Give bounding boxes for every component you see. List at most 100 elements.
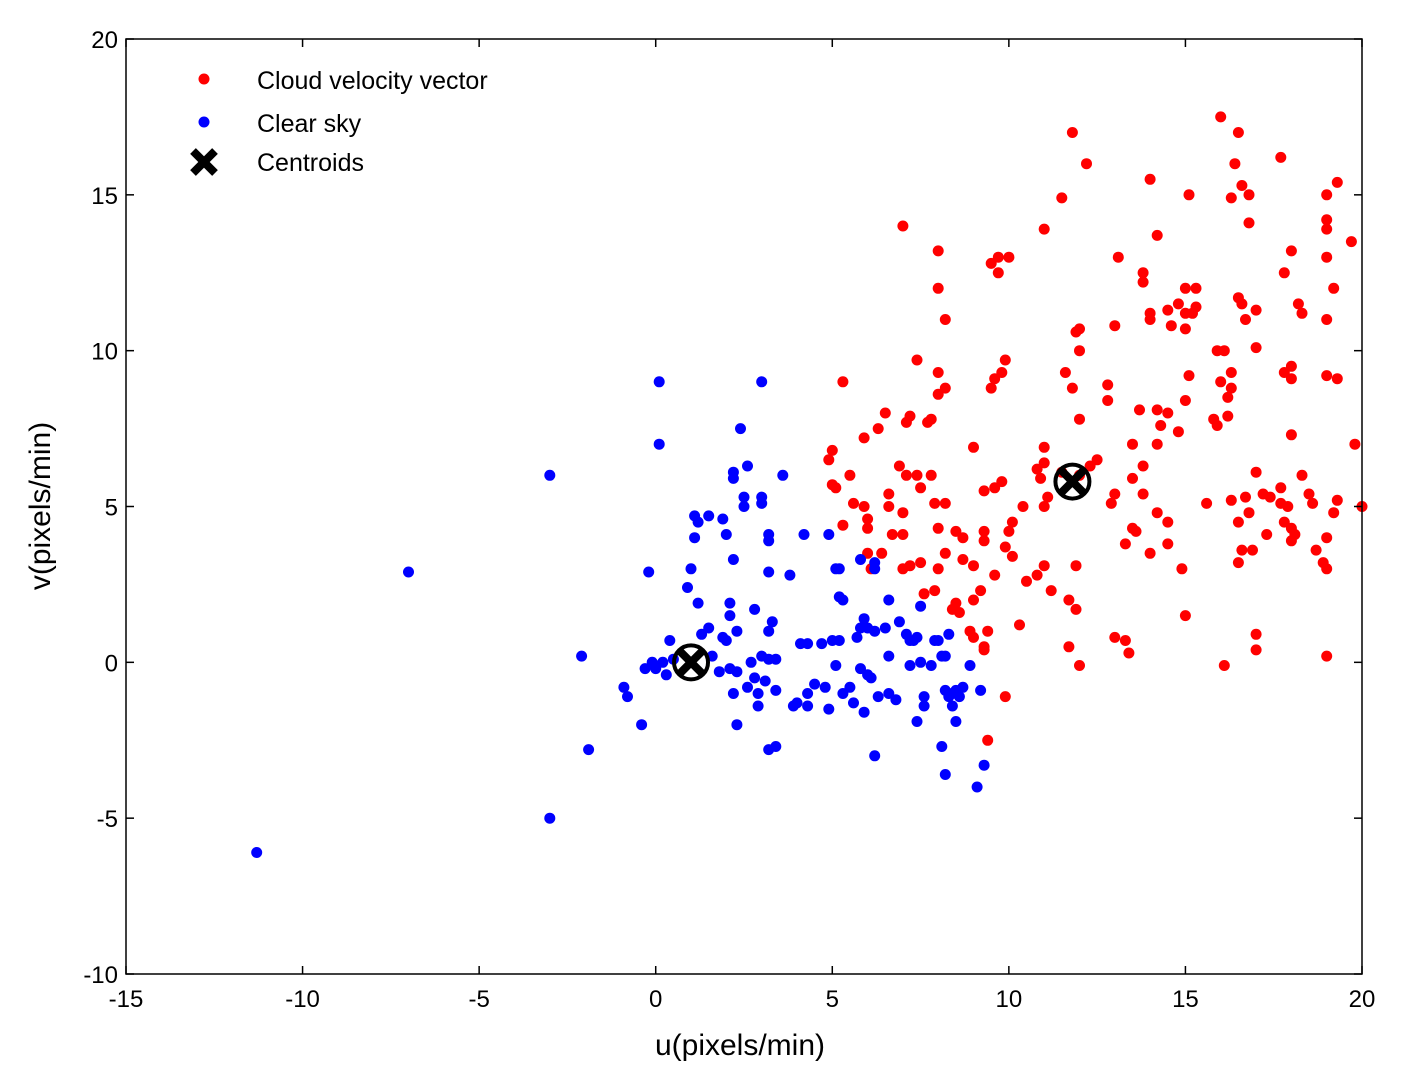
y-tick-label: 10: [91, 339, 118, 366]
cloud-velocity-point: [939, 547, 951, 559]
cloud-velocity-point: [1310, 544, 1322, 556]
cloud-velocity-point: [1006, 550, 1018, 562]
cloud-velocity-point: [929, 585, 941, 597]
cloud-velocity-point: [932, 245, 944, 257]
cloud-velocity-point: [1176, 563, 1188, 575]
cloud-velocity-point: [1105, 497, 1117, 509]
clear-sky-point: [957, 681, 969, 693]
cloud-velocity-point: [1250, 628, 1262, 640]
cloud-velocity-point: [968, 441, 979, 453]
cloud-velocity-point: [1155, 420, 1167, 431]
clear-sky-point: [720, 529, 732, 540]
legend-label-centroids: Centroids: [257, 149, 364, 177]
cloud-velocity-point: [1003, 251, 1015, 263]
cloud-velocity-point: [897, 507, 909, 519]
cloud-velocity-point: [1247, 544, 1258, 556]
cloud-velocity-point: [1321, 532, 1333, 544]
clear-sky-point: [833, 635, 845, 646]
cloud-velocity-point: [1331, 494, 1343, 506]
cloud-velocity-point: [1303, 488, 1315, 500]
cloud-velocity-point: [996, 367, 1008, 378]
cloud-velocity-point: [1123, 647, 1135, 659]
cloud-velocity-point: [1289, 529, 1301, 540]
cloud-velocity-point: [939, 497, 951, 509]
x-tick-label: 15: [1172, 986, 1199, 1013]
cloud-velocity-point: [1225, 192, 1237, 204]
cloud-velocity-point: [1261, 529, 1273, 540]
clear-sky-point: [738, 491, 750, 503]
cloud-velocity-point: [1243, 189, 1255, 201]
clear-sky-point: [819, 681, 831, 693]
clear-sky-point: [855, 663, 866, 675]
clear-sky-point: [784, 569, 796, 581]
clear-sky-point: [639, 663, 651, 675]
cloud-velocity-point: [1321, 370, 1333, 382]
clear-sky-point: [682, 582, 693, 593]
clear-sky-point: [731, 666, 743, 678]
cloud-velocity-point: [1127, 472, 1138, 484]
legend-label-clear-sky: Clear sky: [257, 110, 362, 138]
cloud-velocity-point: [1070, 326, 1082, 338]
cloud-velocity-point: [1232, 557, 1244, 569]
cloud-velocity-point: [932, 388, 944, 400]
clear-sky-point: [756, 376, 768, 388]
cloud-velocity-point: [925, 469, 937, 481]
cloud-velocity-point: [911, 354, 923, 366]
cloud-velocity-point: [862, 513, 874, 525]
x-tick-label: -5: [468, 986, 489, 1013]
clear-sky-point: [883, 594, 895, 606]
cloud-velocity-point: [1017, 501, 1029, 512]
cloud-velocity-point: [932, 282, 944, 294]
cloud-velocity-point: [1321, 314, 1333, 325]
clear-sky-point: [855, 554, 866, 565]
clear-sky-point: [727, 472, 739, 484]
cloud-velocity-point: [1215, 376, 1227, 388]
cloud-velocity-point: [932, 563, 944, 575]
clear-sky-point: [251, 847, 263, 858]
cloud-velocity-point: [1275, 482, 1287, 494]
x-tick-label: 5: [826, 986, 839, 1013]
cloud-velocity-point: [879, 407, 891, 419]
clear-sky-point: [735, 423, 746, 435]
cloud-velocity-point: [1211, 420, 1223, 431]
clear-sky-point: [869, 750, 881, 762]
cloud-velocity-point: [1218, 345, 1230, 357]
clear-sky-point: [837, 594, 849, 606]
cloud-velocity-point: [932, 522, 944, 534]
clear-sky-point: [653, 438, 665, 450]
cloud-velocity-point: [862, 547, 874, 559]
clear-sky-point: [915, 656, 927, 668]
clear-sky-point: [918, 691, 930, 703]
cloud-velocity-point: [837, 376, 849, 388]
clear-sky-point: [403, 566, 414, 578]
cloud-velocity-point: [1162, 538, 1174, 550]
cloud-velocity-point: [1321, 189, 1333, 201]
cloud-velocity-point: [1307, 497, 1319, 509]
cloud-velocity-point: [1236, 180, 1248, 191]
cloud-velocity-point: [1074, 413, 1085, 425]
cloud-velocity-point: [837, 519, 849, 531]
clear-sky-point: [703, 622, 715, 634]
clear-sky-point: [749, 603, 761, 615]
cloud-velocity-point: [992, 267, 1004, 279]
cloud-velocity-point: [858, 501, 870, 512]
cloud-velocity-point: [1232, 127, 1244, 138]
cloud-velocity-point: [1296, 307, 1308, 319]
cloud-velocity-point: [1137, 276, 1149, 288]
cloud-velocity-point: [1243, 217, 1255, 229]
cloud-velocity-point: [886, 529, 898, 540]
cloud-velocity-point: [1179, 610, 1191, 622]
clear-sky-point: [742, 460, 753, 472]
clear-sky-point: [939, 650, 951, 662]
cloud-velocity-point: [968, 594, 979, 606]
clear-sky-point: [692, 597, 704, 609]
cloud-velocity-point: [1282, 501, 1294, 512]
cloud-velocity-point: [1112, 251, 1124, 263]
clear-sky-point: [872, 691, 884, 703]
legend-label-cloud-velocity: Cloud velocity vector: [257, 67, 488, 95]
cloud-velocity-point: [1014, 619, 1025, 631]
clear-sky-point: [823, 529, 835, 540]
cloud-velocity-point: [1222, 391, 1234, 403]
cloud-velocity-point: [985, 382, 997, 394]
cloud-velocity-point: [1162, 516, 1174, 528]
